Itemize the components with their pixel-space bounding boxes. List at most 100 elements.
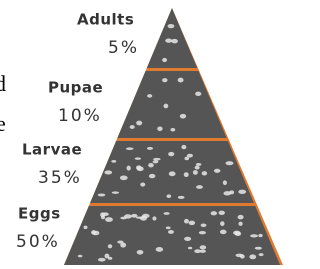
texture-speck (105, 254, 110, 259)
texture-speck (238, 222, 242, 226)
texture-speck (184, 172, 189, 177)
texture-speck (157, 126, 162, 131)
texture-speck (164, 212, 170, 215)
texture-speck (130, 125, 135, 129)
texture-speck (219, 211, 225, 215)
texture-speck (117, 241, 123, 244)
texture-speck (188, 247, 192, 250)
category-label: Larvae (22, 141, 82, 159)
texture-speck (168, 24, 175, 28)
texture-speck (136, 165, 142, 170)
category-label: Adults (77, 11, 134, 29)
texture-speck (120, 175, 128, 180)
texture-speck (136, 121, 142, 126)
texture-speck (98, 258, 106, 262)
texture-speck (181, 145, 186, 149)
texture-speck (211, 211, 217, 215)
texture-speck (135, 157, 141, 160)
texture-speck (91, 230, 96, 234)
texture-speck (214, 169, 221, 173)
texture-speck (195, 92, 201, 96)
category-label: Pupae (48, 79, 103, 97)
texture-speck (223, 180, 227, 185)
texture-speck (140, 216, 147, 221)
texture-speck (78, 255, 83, 258)
texture-speck (168, 230, 174, 234)
annotation: e (0, 111, 6, 136)
texture-speck (171, 128, 176, 131)
texture-speck (166, 227, 171, 230)
value-label: 5% (108, 38, 139, 58)
texture-speck (240, 254, 245, 258)
texture-speck (184, 219, 189, 224)
texture-speck (162, 58, 167, 62)
texture-speck (255, 247, 262, 250)
texture-speck (259, 253, 264, 256)
texture-speck (147, 147, 153, 150)
pyramid-level (117, 71, 226, 138)
texture-speck (201, 224, 207, 227)
chart: d e Adults 5% Pupae 10% Larvae 35% Eggs 50% (0, 0, 284, 269)
pyramid-level (90, 141, 254, 203)
texture-speck (166, 194, 171, 198)
texture-speck (127, 166, 131, 171)
texture-speck (111, 160, 116, 163)
texture-speck (171, 39, 178, 44)
pyramid-band (147, 8, 197, 68)
texture-speck (148, 163, 154, 167)
texture-speck (195, 166, 200, 170)
texture-speck (238, 215, 244, 220)
texture-speck (249, 254, 256, 259)
texture-speck (250, 234, 258, 237)
texture-speck (108, 244, 112, 248)
texture-speck (180, 114, 186, 119)
texture-speck (124, 214, 132, 218)
texture-speck (184, 237, 191, 241)
texture-speck (226, 161, 234, 165)
texture-speck (196, 163, 202, 166)
texture-speck (233, 231, 240, 235)
texture-speck (156, 247, 163, 252)
pyramid-level (147, 8, 197, 68)
texture-speck (189, 221, 196, 226)
texture-speck (164, 104, 169, 109)
texture-speck (178, 196, 185, 199)
annotation: d (0, 71, 6, 96)
texture-speck (162, 78, 167, 82)
texture-speck (258, 234, 262, 237)
texture-speck (153, 160, 159, 163)
texture-speck (220, 221, 224, 226)
value-label: 50% (16, 232, 60, 252)
texture-speck (147, 94, 152, 98)
value-label: 10% (58, 106, 102, 126)
pyramid-level (64, 206, 280, 265)
category-label: Eggs (18, 205, 61, 223)
texture-speck (112, 191, 119, 194)
texture-speck (193, 170, 198, 175)
texture-speck (200, 245, 207, 249)
texture-speck (102, 212, 109, 216)
texture-speck (196, 185, 203, 189)
texture-speck (187, 154, 193, 158)
texture-speck (194, 249, 201, 253)
texture-speck (238, 190, 246, 194)
texture-speck (84, 226, 88, 229)
texture-speck (168, 152, 174, 156)
texture-speck (229, 190, 234, 194)
texture-speck (126, 147, 134, 150)
texture-speck (178, 78, 184, 83)
texture-speck (105, 217, 113, 222)
texture-speck (153, 158, 161, 161)
texture-speck (165, 38, 172, 42)
texture-speck (152, 216, 156, 220)
texture-speck (140, 183, 145, 187)
texture-speck (149, 174, 155, 178)
texture-speck (202, 171, 207, 175)
texture-speck (104, 170, 112, 174)
value-label: 35% (38, 168, 82, 188)
texture-speck (169, 171, 176, 176)
texture-speck (199, 231, 206, 234)
texture-speck (137, 250, 144, 255)
pyramid-band (64, 206, 280, 265)
texture-speck (98, 194, 106, 197)
